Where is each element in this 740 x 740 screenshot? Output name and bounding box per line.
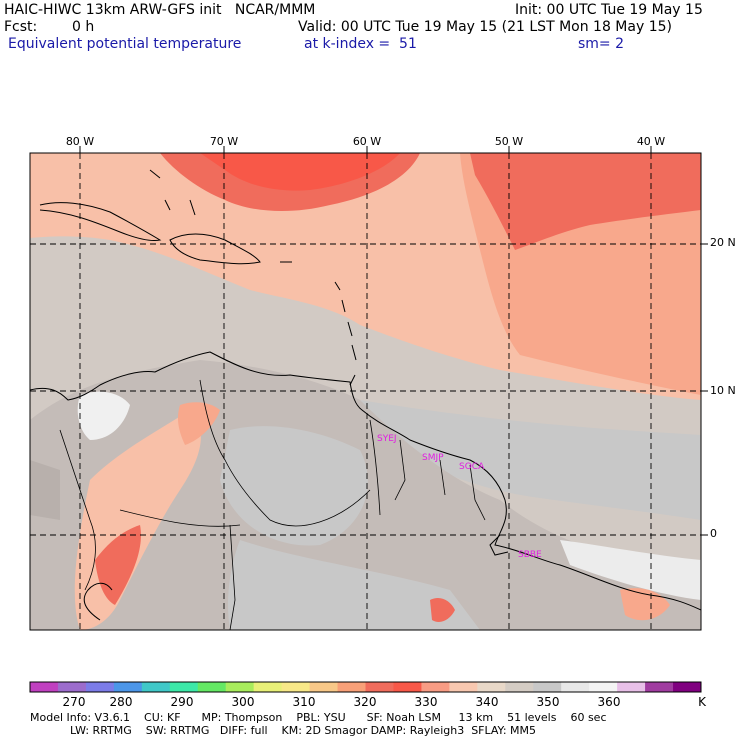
cbar-tick-340: 340 xyxy=(475,695,499,709)
colorbar xyxy=(29,681,702,693)
lat-label-0: 0 xyxy=(710,527,717,540)
colorbar-swatch xyxy=(673,682,702,692)
colorbar-frame xyxy=(29,681,702,693)
header-valid: Valid: 00 UTC Tue 19 May 15 (21 LST Mon … xyxy=(298,19,672,35)
cbar-tick-290: 290 xyxy=(170,695,194,709)
country-borders xyxy=(59,379,486,631)
fcst-label: Fcst: xyxy=(4,19,38,35)
colorbar-swatch xyxy=(225,682,255,692)
lat-label-20n: 20 N xyxy=(710,236,736,249)
station-smjp: SMJP xyxy=(422,453,444,463)
colorbar-swatch xyxy=(57,682,87,692)
model-info-line1: Model Info: V3.6.1 CU: KF MP: Thompson P… xyxy=(30,711,607,724)
colorbar-swatch xyxy=(30,682,59,692)
colorbar-swatch xyxy=(449,682,478,692)
colorbar-swatch xyxy=(85,682,115,692)
colorbar-swatch xyxy=(617,682,646,692)
cbar-tick-330: 330 xyxy=(414,695,438,709)
cbar-tick-280: 280 xyxy=(109,695,133,709)
colorbar-swatch xyxy=(169,682,199,692)
station-labels: SYEJ SMJP SOCA SBBE xyxy=(377,434,542,560)
coastlines xyxy=(29,169,702,621)
colorbar-swatch xyxy=(505,682,534,692)
colorbar-swatch xyxy=(561,682,590,692)
colorbar-swatch xyxy=(253,682,283,692)
colorbar-swatch xyxy=(309,682,339,692)
cbar-tick-310: 310 xyxy=(292,695,316,709)
cbar-unit: K xyxy=(698,695,706,709)
colorbar-swatch xyxy=(197,682,227,692)
latlon-grid xyxy=(30,153,701,630)
colorbar-swatch xyxy=(533,682,562,692)
model-info-line2: LW: RRTMG SW: RRTMG DIFF: full KM: 2D Sm… xyxy=(70,724,536,737)
lon-label-70w: 70 W xyxy=(209,135,239,148)
colorbar-swatch xyxy=(113,682,143,692)
smooth-label: sm= 2 xyxy=(578,36,625,52)
cbar-tick-350: 350 xyxy=(536,695,560,709)
header-init: Init: 00 UTC Tue 19 May 15 xyxy=(515,2,703,18)
colorbar-swatch xyxy=(645,682,674,692)
colorbar-swatch xyxy=(281,682,311,692)
colorbar-swatch xyxy=(337,682,366,692)
colorbar-swatch xyxy=(141,682,171,692)
station-sbbe: SBBE xyxy=(518,550,542,560)
station-soca: SOCA xyxy=(459,462,485,472)
colorbar-swatch xyxy=(477,682,506,692)
cbar-tick-360: 360 xyxy=(597,695,621,709)
lat-label-10n: 10 N xyxy=(710,384,736,397)
theta-e-field xyxy=(30,153,701,630)
level-label: at k-index = 51 xyxy=(304,36,417,52)
cbar-tick-270: 270 xyxy=(62,695,86,709)
header-title: HAIC-HIWC 13km ARW-GFS init NCAR/MMM xyxy=(4,2,316,18)
grid-ticks xyxy=(79,146,708,536)
colorbar-swatch xyxy=(393,682,422,692)
colorbar-swatch xyxy=(589,682,618,692)
station-syej: SYEJ xyxy=(377,434,397,444)
fcst-value: 0 h xyxy=(72,19,95,35)
map-frame xyxy=(29,152,702,631)
lon-label-40w: 40 W xyxy=(636,135,666,148)
cbar-tick-320: 320 xyxy=(353,695,377,709)
colorbar-swatch xyxy=(365,682,394,692)
lon-label-50w: 50 W xyxy=(494,135,524,148)
colorbar-swatch xyxy=(421,682,450,692)
lon-label-80w: 80 W xyxy=(65,135,95,148)
lon-label-60w: 60 W xyxy=(352,135,382,148)
field-name: Equivalent potential temperature xyxy=(8,36,242,52)
cbar-tick-300: 300 xyxy=(231,695,255,709)
